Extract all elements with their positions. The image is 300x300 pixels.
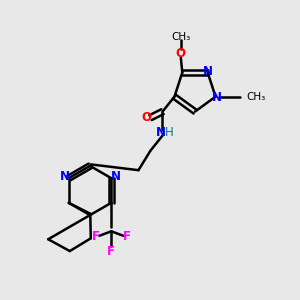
Text: N: N <box>212 92 222 104</box>
Text: O: O <box>142 111 152 124</box>
Text: F: F <box>123 230 131 243</box>
Text: F: F <box>92 230 100 243</box>
Text: N: N <box>59 170 70 184</box>
Text: H: H <box>165 126 173 139</box>
Text: N: N <box>156 126 166 139</box>
Text: N: N <box>203 65 213 78</box>
Text: F: F <box>107 244 115 258</box>
Text: O: O <box>176 46 186 59</box>
Text: N: N <box>110 170 121 184</box>
Text: CH₃: CH₃ <box>246 92 266 102</box>
Text: CH₃: CH₃ <box>171 32 190 41</box>
